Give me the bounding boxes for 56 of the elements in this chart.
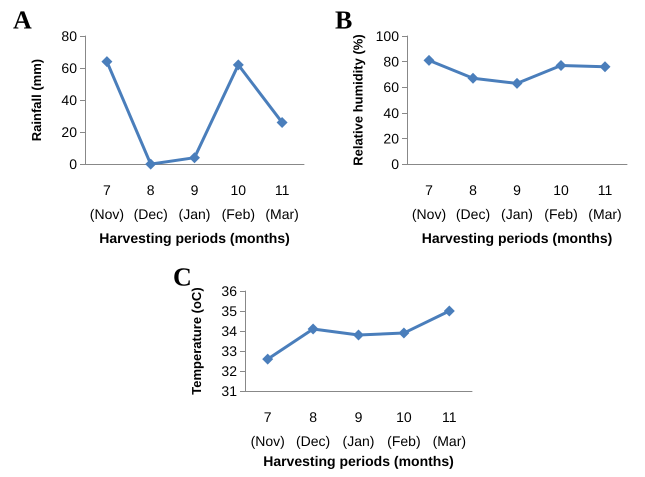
y-tick-label: 36 <box>221 283 238 299</box>
y-tick-label: 32 <box>221 363 238 380</box>
x-tick-label: 8 (Dec) <box>296 409 330 450</box>
y-tick-label: 31 <box>221 383 238 400</box>
y-tick-label: 0 <box>391 156 400 172</box>
x-tick-label: 9 (Jan) <box>501 182 533 222</box>
point <box>600 61 610 72</box>
point <box>468 72 478 84</box>
point <box>512 78 522 89</box>
x-tick-label: 10 (Feb) <box>387 409 421 450</box>
point <box>398 328 410 339</box>
x-tick-label: 7 (Nov) <box>250 409 285 450</box>
chart-title: C <box>173 262 192 292</box>
x-tick-label: 8 (Dec) <box>456 182 490 222</box>
y-axis-title: Relative humidity (%) <box>350 34 366 166</box>
chart-title: A <box>13 6 32 34</box>
y-axis-title: Temperature (oC) <box>189 287 204 395</box>
point <box>353 330 364 341</box>
point <box>308 324 319 335</box>
x-tick-label: 10 (Feb) <box>544 182 578 222</box>
point <box>556 60 566 71</box>
x-tick-label: 7 (Nov) <box>90 182 124 222</box>
point <box>101 56 112 68</box>
y-tick-label: 0 <box>69 156 78 172</box>
chart-title: B <box>335 6 352 34</box>
point <box>424 54 434 66</box>
y-tick-label: 20 <box>61 124 78 140</box>
point <box>189 152 200 164</box>
x-axis-title: Harvesting periods (months) <box>422 230 612 246</box>
point <box>145 158 156 170</box>
y-tick-label: 35 <box>221 303 238 320</box>
y-tick-label: 34 <box>221 323 238 340</box>
y-tick-label: 60 <box>383 79 400 96</box>
x-tick-label: 9 (Jan) <box>178 182 210 222</box>
x-tick-label: 9 (Jan) <box>342 409 374 450</box>
point <box>262 354 274 365</box>
x-tick-label: 11 (Mar) <box>588 182 622 222</box>
y-axis-title: Rainfall (mm) <box>29 58 44 142</box>
y-tick-label: 33 <box>221 343 238 360</box>
x-axis-title: Harvesting periods (months) <box>263 453 454 469</box>
point <box>444 306 455 317</box>
x-tick-label: 8 (Dec) <box>134 182 168 222</box>
x-tick-label: 11 (Mar) <box>432 409 466 450</box>
y-tick-label: 60 <box>61 60 78 76</box>
x-axis-title: Harvesting periods (months) <box>99 230 290 246</box>
y-tick-label: 40 <box>383 104 400 121</box>
y-tick-label: 80 <box>383 54 400 70</box>
x-tick-label: 11 (Mar) <box>265 182 299 222</box>
point <box>276 116 288 128</box>
y-tick-label: 100 <box>376 28 400 44</box>
y-tick-label: 80 <box>61 28 78 44</box>
point <box>232 59 244 70</box>
x-tick-label: 7 (Nov) <box>412 182 446 222</box>
y-tick-label: 40 <box>61 92 78 108</box>
x-tick-label: 10 (Feb) <box>222 182 256 222</box>
y-tick-label: 20 <box>383 130 400 146</box>
